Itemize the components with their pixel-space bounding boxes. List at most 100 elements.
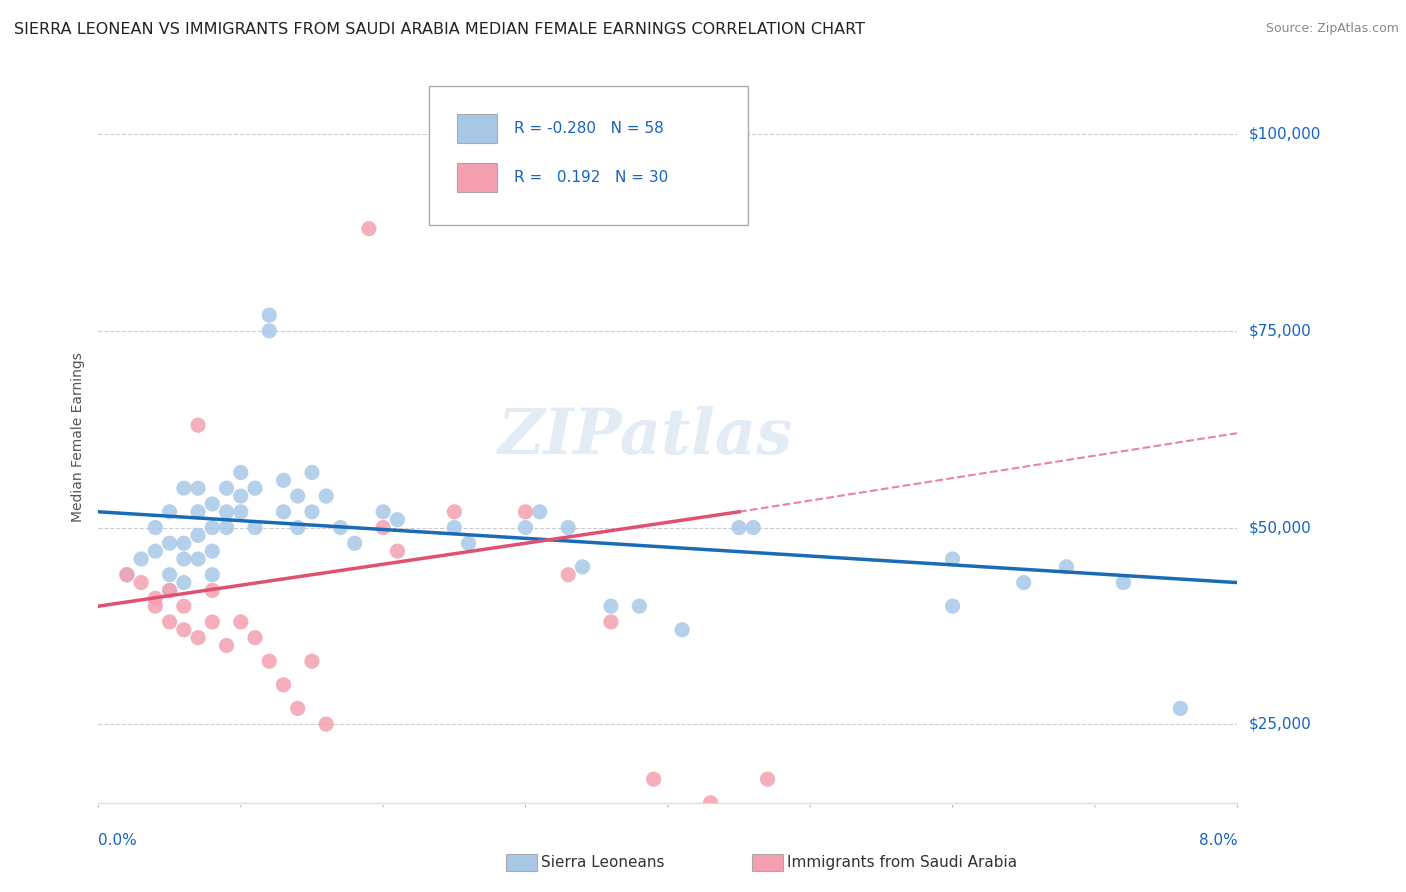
Point: [201, 567, 224, 582]
Text: SIERRA LEONEAN VS IMMIGRANTS FROM SAUDI ARABIA MEDIAN FEMALE EARNINGS CORRELATIO: SIERRA LEONEAN VS IMMIGRANTS FROM SAUDI …: [14, 22, 865, 37]
Point: [742, 520, 765, 534]
Point: [159, 567, 181, 582]
Text: ZIPatlas: ZIPatlas: [498, 407, 793, 467]
Point: [115, 567, 138, 582]
Point: [699, 796, 721, 810]
Point: [942, 599, 965, 614]
Point: [187, 505, 209, 519]
Point: [173, 481, 195, 495]
Point: [173, 575, 195, 590]
Point: [187, 631, 209, 645]
Point: [557, 520, 579, 534]
Point: [287, 520, 309, 534]
Text: $50,000: $50,000: [1249, 520, 1312, 535]
Point: [201, 497, 224, 511]
Point: [215, 481, 238, 495]
Point: [343, 536, 366, 550]
Text: 8.0%: 8.0%: [1198, 833, 1237, 848]
Point: [215, 520, 238, 534]
Point: [229, 505, 252, 519]
Point: [457, 536, 479, 550]
Point: [173, 599, 195, 614]
Point: [145, 599, 167, 614]
Point: [173, 623, 195, 637]
Point: [129, 552, 152, 566]
Point: [243, 520, 266, 534]
Point: [571, 559, 593, 574]
Point: [229, 466, 252, 480]
Point: [756, 772, 779, 787]
FancyBboxPatch shape: [429, 86, 748, 225]
Point: [643, 772, 665, 787]
Point: [159, 583, 181, 598]
Point: [671, 623, 693, 637]
Text: R =   0.192   N = 30: R = 0.192 N = 30: [515, 169, 668, 185]
Point: [201, 544, 224, 558]
Text: $75,000: $75,000: [1249, 324, 1312, 338]
Point: [628, 599, 651, 614]
Point: [229, 489, 252, 503]
Point: [201, 615, 224, 629]
Point: [515, 520, 537, 534]
Point: [145, 544, 167, 558]
Point: [187, 528, 209, 542]
FancyBboxPatch shape: [457, 114, 498, 143]
Point: [301, 466, 323, 480]
Point: [1112, 575, 1135, 590]
Point: [159, 583, 181, 598]
Point: [273, 678, 295, 692]
Point: [243, 631, 266, 645]
Point: [287, 489, 309, 503]
Y-axis label: Median Female Earnings: Median Female Earnings: [70, 352, 84, 522]
Point: [443, 520, 465, 534]
Point: [215, 505, 238, 519]
Point: [600, 615, 623, 629]
Point: [173, 552, 195, 566]
Point: [173, 536, 195, 550]
Point: [259, 324, 281, 338]
Point: [187, 418, 209, 433]
Point: [159, 615, 181, 629]
Point: [371, 520, 394, 534]
Point: [229, 615, 252, 629]
Point: [315, 717, 337, 731]
Point: [301, 654, 323, 668]
Point: [443, 505, 465, 519]
Point: [273, 473, 295, 487]
Point: [201, 583, 224, 598]
Point: [600, 599, 623, 614]
Text: $25,000: $25,000: [1249, 716, 1312, 731]
Text: Immigrants from Saudi Arabia: Immigrants from Saudi Arabia: [787, 855, 1018, 870]
Point: [1056, 559, 1078, 574]
Point: [259, 308, 281, 322]
Point: [315, 489, 337, 503]
Point: [145, 591, 167, 606]
Point: [243, 481, 266, 495]
Point: [515, 505, 537, 519]
Point: [129, 575, 152, 590]
Text: R = -0.280   N = 58: R = -0.280 N = 58: [515, 121, 664, 136]
Point: [1170, 701, 1192, 715]
Point: [259, 654, 281, 668]
Point: [115, 567, 138, 582]
Point: [187, 481, 209, 495]
Point: [201, 520, 224, 534]
Point: [529, 505, 551, 519]
Text: Source: ZipAtlas.com: Source: ZipAtlas.com: [1265, 22, 1399, 36]
Point: [387, 513, 409, 527]
Point: [301, 505, 323, 519]
Point: [557, 567, 579, 582]
Point: [728, 520, 751, 534]
Point: [187, 552, 209, 566]
Point: [387, 544, 409, 558]
Point: [159, 536, 181, 550]
Text: Sierra Leoneans: Sierra Leoneans: [541, 855, 665, 870]
Point: [329, 520, 352, 534]
Point: [357, 221, 380, 235]
Point: [159, 505, 181, 519]
Text: 0.0%: 0.0%: [98, 833, 138, 848]
Point: [273, 505, 295, 519]
Point: [371, 505, 394, 519]
Point: [1012, 575, 1035, 590]
Point: [145, 520, 167, 534]
